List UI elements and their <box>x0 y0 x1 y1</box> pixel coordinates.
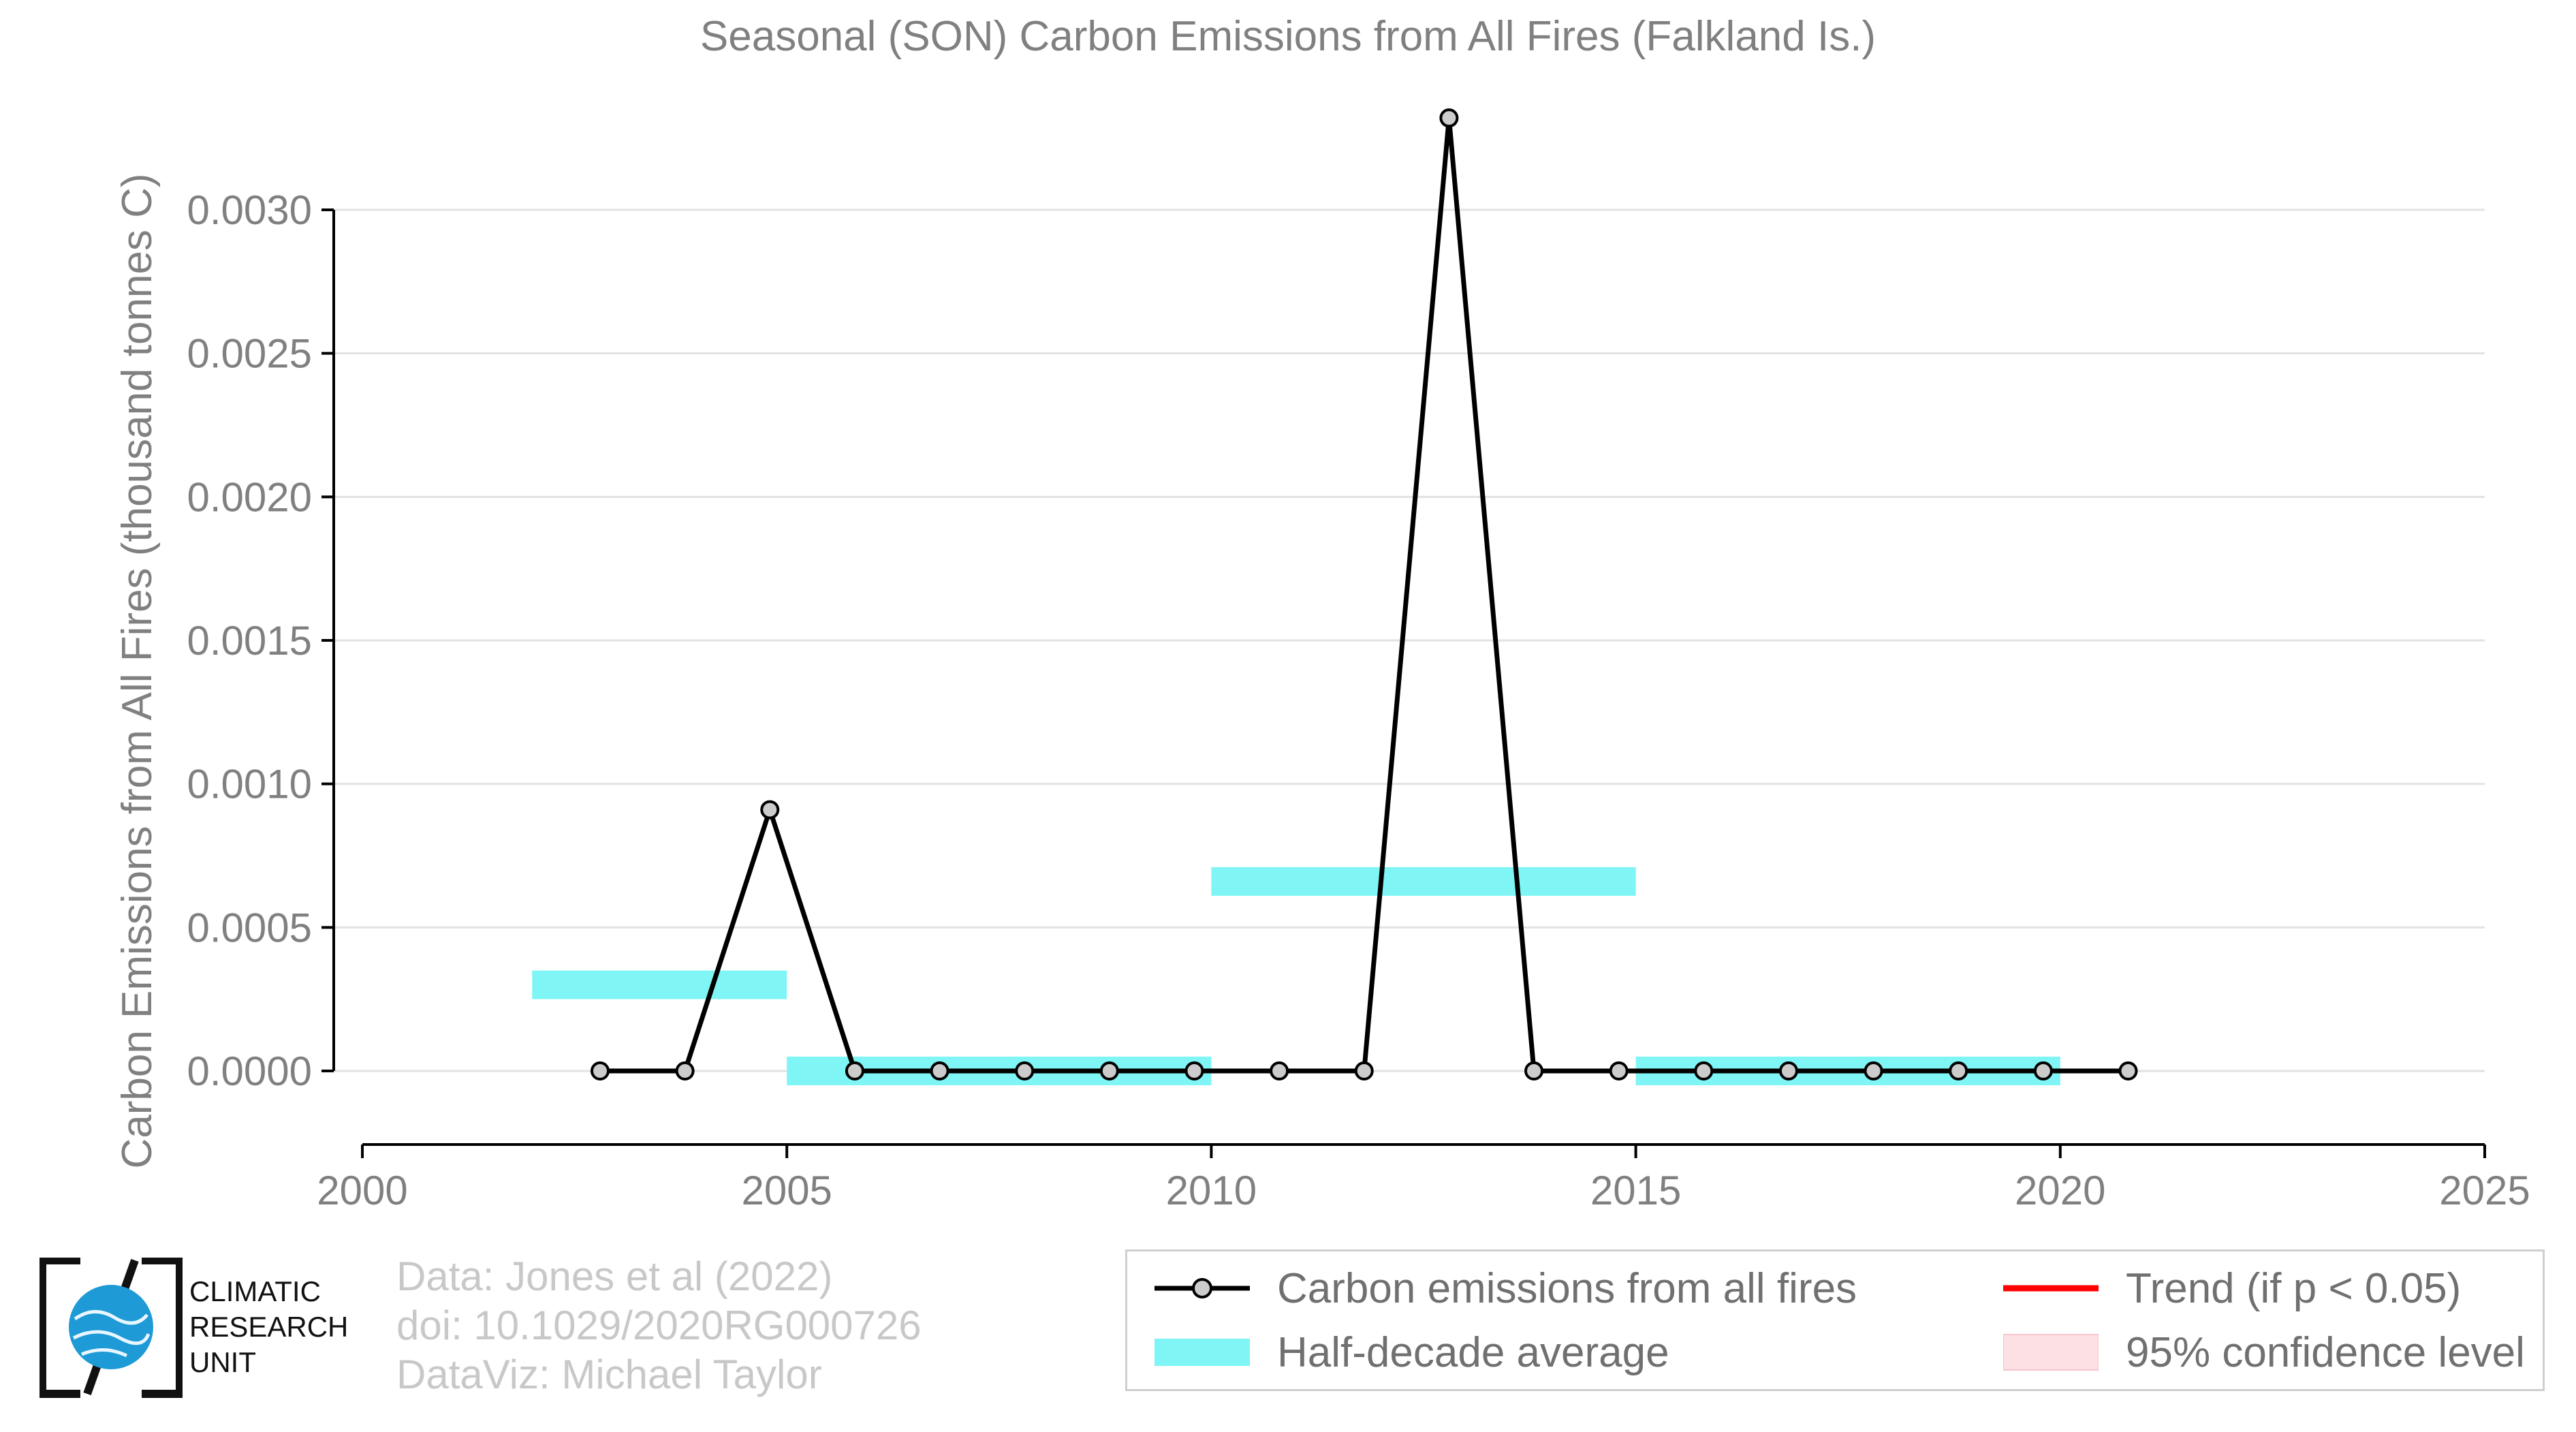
credit-dataviz: DataViz: Michael Taylor <box>396 1352 822 1397</box>
x-tick-label: 2025 <box>2439 1168 2530 1213</box>
emissions-point <box>675 1061 695 1080</box>
x-tick-label: 2020 <box>2015 1168 2105 1213</box>
legend-line-marker-icon <box>1155 1278 1250 1298</box>
tick-labels: 0.0000 0.0005 0.0010 0.0015 0.0020 0.0025 0.00… <box>187 187 2530 1213</box>
legend-item-half-decade: Half-decade average <box>1155 1325 1669 1380</box>
y-tick-label: 0.0025 <box>187 331 312 377</box>
logo-line-3: UNIT <box>189 1346 256 1378</box>
legend-label-confidence: 95% confidence level <box>2126 1328 2525 1376</box>
emissions-point <box>1778 1061 1798 1080</box>
half-decade-bar <box>1211 867 1636 896</box>
legend-red-line-icon <box>2003 1285 2099 1292</box>
emissions-point <box>760 800 780 820</box>
logo-line-2: RESEARCH <box>189 1311 349 1343</box>
half-decade-bar <box>532 970 787 999</box>
emissions-point <box>2033 1061 2053 1080</box>
emissions-chart: 0.0000 0.0005 0.0010 0.0015 0.0020 0.0025 0.00… <box>114 108 2530 1213</box>
credit-doi: doi: 10.1029/2020RG000726 <box>396 1303 922 1348</box>
y-tick-label: 0.0020 <box>187 474 312 520</box>
emissions-point <box>845 1061 864 1080</box>
emissions-point <box>1609 1061 1629 1080</box>
cru-globe-icon <box>38 1256 184 1398</box>
y-axis-label: Carbon Emissions from All Fires (thousan… <box>114 173 161 1168</box>
chart-title: Seasonal (SON) Carbon Emissions from All… <box>700 13 1876 60</box>
emissions-point <box>1270 1061 1289 1080</box>
half-decade-bars <box>532 867 2060 1085</box>
emissions-point <box>1439 108 1459 128</box>
y-tick-label: 0.0030 <box>187 187 312 233</box>
emissions-point <box>930 1061 949 1080</box>
x-tick-label: 2000 <box>317 1168 407 1213</box>
legend-cyan-bar-icon <box>1155 1339 1250 1366</box>
emissions-point <box>1694 1061 1714 1080</box>
emissions-point <box>1864 1061 1883 1080</box>
credit-data-source: Data: Jones et al (2022) <box>396 1254 833 1299</box>
y-tick-label: 0.0010 <box>187 762 312 807</box>
data-credits: Data: Jones et al (2022) doi: 10.1029/20… <box>396 1252 922 1399</box>
logo-line-1: CLIMATIC <box>189 1275 321 1307</box>
y-tick-label: 0.0005 <box>187 905 312 950</box>
axes <box>321 208 2486 1158</box>
legend-pink-box-icon <box>2003 1334 2099 1371</box>
gridlines <box>334 208 2485 1072</box>
cru-logo: CLIMATIC RESEARCH UNIT <box>38 1256 366 1401</box>
legend-item-emissions: Carbon emissions from all fires <box>1155 1261 1857 1316</box>
emissions-series <box>590 108 2138 1080</box>
emissions-point <box>1524 1061 1544 1080</box>
emissions-point <box>590 1061 610 1080</box>
legend-label-trend: Trend (if p < 0.05) <box>2126 1264 2462 1312</box>
y-tick-label: 0.0015 <box>187 618 312 664</box>
legend-label-half-decade: Half-decade average <box>1277 1328 1669 1376</box>
emissions-point <box>1099 1061 1119 1080</box>
cru-logo-text: CLIMATIC RESEARCH UNIT <box>189 1274 348 1380</box>
legend-label-emissions: Carbon emissions from all fires <box>1277 1264 1857 1312</box>
emissions-point <box>1354 1061 1374 1080</box>
x-tick-label: 2015 <box>1590 1168 1681 1213</box>
chart-legend: Carbon emissions from all fires Half-dec… <box>1125 1249 2545 1391</box>
y-tick-label: 0.0000 <box>187 1048 312 1094</box>
legend-item-confidence: 95% confidence level <box>2003 1325 2525 1380</box>
x-tick-label: 2010 <box>1166 1168 1257 1213</box>
emissions-point <box>1184 1061 1204 1080</box>
emissions-point <box>1015 1061 1035 1080</box>
emissions-point <box>2118 1061 2138 1080</box>
emissions-point <box>1949 1061 1968 1080</box>
legend-item-trend: Trend (if p < 0.05) <box>2003 1261 2461 1316</box>
x-tick-label: 2005 <box>741 1168 832 1213</box>
